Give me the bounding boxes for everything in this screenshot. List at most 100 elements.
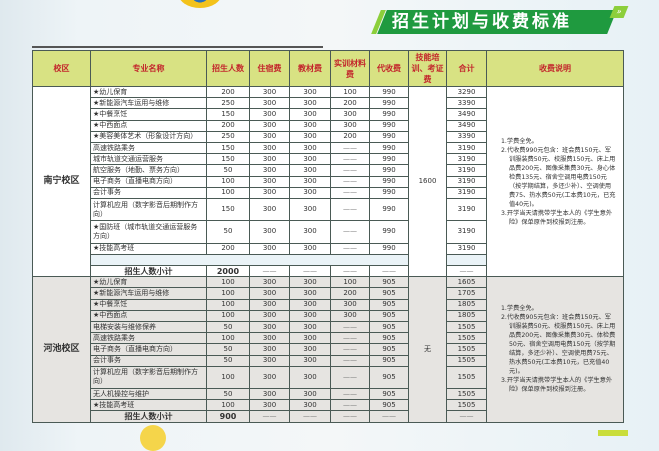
header-campus: 校区 bbox=[32, 50, 91, 87]
lodging-fee-cell: 300 bbox=[249, 108, 290, 121]
quota-cell: 100 bbox=[206, 298, 250, 311]
subtotal-row: 招生人数小计 2000 —— —— —— —— —— bbox=[33, 265, 624, 278]
major-name: ★国防班（城市轨道交通运营服务方向） bbox=[90, 220, 207, 244]
quota-cell: 50 bbox=[206, 320, 250, 334]
lodging-fee-cell: 300 bbox=[249, 85, 290, 99]
blank-cell bbox=[90, 253, 409, 267]
lodging-fee-cell: 300 bbox=[249, 298, 290, 311]
quota-cell: 100 bbox=[206, 186, 250, 199]
major-name: 城市轨道交通运营服务 bbox=[90, 153, 207, 166]
major-name: ★技能高考班 bbox=[90, 242, 207, 255]
quota-cell: 50 bbox=[206, 354, 250, 367]
table-row: 计算机应用（数字影音后期制作方向） 100 300 300 —— 905 1505 bbox=[33, 365, 624, 390]
fee-note: 1.学费全免。 bbox=[501, 305, 538, 313]
table-row: 电子商务（直播电商方向） 50 300 300 —— 905 1505 bbox=[33, 343, 624, 356]
total-cell: 3290 bbox=[446, 85, 487, 99]
quota-cell: 200 bbox=[206, 85, 250, 99]
major-name: ★中西面点 bbox=[90, 119, 207, 132]
fee-notes: 1.学费全免。 2.代收费990元包含：班会费150元、军训服装费50元、校服费1… bbox=[486, 85, 624, 278]
lodging-fee-cell: 300 bbox=[249, 332, 290, 345]
total-cell: 3190 bbox=[446, 186, 487, 199]
total-cell: 1505 bbox=[446, 332, 487, 345]
training-fee-cell: —— bbox=[330, 164, 370, 177]
subtotal-quota: 2000 bbox=[206, 265, 250, 278]
major-name: 电梯安装与维修保养 bbox=[90, 320, 207, 334]
training-fee-cell: 100 bbox=[330, 85, 370, 99]
total-cell: 1805 bbox=[446, 298, 487, 311]
books-fee-cell: 300 bbox=[289, 175, 331, 188]
books-fee-cell: 300 bbox=[289, 220, 331, 244]
lodging-fee-cell: 300 bbox=[249, 175, 290, 188]
major-name: ★中餐烹饪 bbox=[90, 298, 207, 311]
collected-fee-cell: 905 bbox=[369, 365, 409, 390]
training-fee-cell: —— bbox=[330, 332, 370, 345]
table-row: ★中餐烹饪 100 300 300 300 905 1805 bbox=[33, 298, 624, 311]
quota-cell: 150 bbox=[206, 153, 250, 166]
header-major: 专业名称 bbox=[90, 50, 207, 87]
major-name: ★幼儿保育 bbox=[90, 85, 207, 99]
collected-fee-cell: 905 bbox=[369, 332, 409, 345]
total-cell: 1505 bbox=[446, 343, 487, 356]
quota-cell: 100 bbox=[206, 399, 250, 412]
lodging-fee-cell: 300 bbox=[249, 309, 290, 322]
fee-notes: 1.学费全免。 2.代收费905元包含：班会费150元、军训服装费50元、校服费1… bbox=[486, 276, 624, 423]
books-fee-cell: 300 bbox=[289, 119, 331, 132]
collected-fee-cell: 990 bbox=[369, 153, 409, 166]
total-cell: 3190 bbox=[446, 175, 487, 188]
books-fee-cell: 300 bbox=[289, 332, 331, 345]
collected-fee-cell: 990 bbox=[369, 186, 409, 199]
header-collected: 代收费 bbox=[369, 50, 409, 87]
collected-fee-cell: 990 bbox=[369, 175, 409, 188]
skill-fee-cell: 无 bbox=[408, 276, 447, 423]
table-row: 无人机操控与维护 50 300 300 —— 905 1505 bbox=[33, 388, 624, 401]
quota-cell: 100 bbox=[206, 332, 250, 345]
training-fee-cell: —— bbox=[330, 186, 370, 199]
school-logo bbox=[178, 0, 222, 8]
books-fee-cell: 300 bbox=[289, 399, 331, 412]
lodging-fee-cell: 300 bbox=[249, 276, 290, 289]
collected-fee-cell: 905 bbox=[369, 309, 409, 322]
total-cell: 1805 bbox=[446, 309, 487, 322]
quota-cell: 200 bbox=[206, 119, 250, 132]
books-fee-cell: 300 bbox=[289, 320, 331, 334]
table-row: ★技能高考班 200 300 300 —— 990 3190 bbox=[33, 242, 624, 255]
lodging-fee-cell: 300 bbox=[249, 130, 290, 143]
books-fee-cell: 300 bbox=[289, 97, 331, 110]
table-row: 高速铁路乘务 150 300 300 —— 990 3190 bbox=[33, 141, 624, 155]
books-fee-cell: 300 bbox=[289, 242, 331, 255]
header-skill: 技能培训、考证费 bbox=[408, 50, 447, 87]
quota-cell: 100 bbox=[206, 365, 250, 390]
quota-cell: 200 bbox=[206, 242, 250, 255]
major-name: 电子商务（直播电商方向） bbox=[90, 175, 207, 188]
lodging-fee-cell: 300 bbox=[249, 197, 290, 222]
total-cell: 3390 bbox=[446, 97, 487, 110]
lodging-fee-cell: 300 bbox=[249, 141, 290, 155]
major-name: 航空服务（地勤、票务方向） bbox=[90, 164, 207, 177]
quota-cell: 100 bbox=[206, 276, 250, 289]
table-row: 电子商务（直播电商方向） 100 300 300 —— 990 3190 bbox=[33, 175, 624, 188]
total-cell: 1605 bbox=[446, 276, 487, 289]
collected-fee-cell: 990 bbox=[369, 242, 409, 255]
lodging-fee-cell: 300 bbox=[249, 97, 290, 110]
books-fee-cell: 300 bbox=[289, 153, 331, 166]
major-name: 无人机操控与维护 bbox=[90, 388, 207, 401]
quota-cell: 100 bbox=[206, 309, 250, 322]
lodging-fee-cell: 300 bbox=[249, 287, 290, 300]
major-name: ★美容美体艺术（形象设计方向） bbox=[90, 130, 207, 143]
fee-table: 校区 专业名称 招生人数 住宿费 教材费 实训材料费 代收费 技能培训、考证费 合计 收费说明 南… bbox=[32, 50, 624, 423]
collected-fee-cell: 905 bbox=[369, 276, 409, 289]
collected-fee-cell: 905 bbox=[369, 354, 409, 367]
training-fee-cell: —— bbox=[330, 141, 370, 155]
major-name: 计算机应用（数字影音后期制作方向） bbox=[90, 197, 207, 222]
books-fee-cell: 300 bbox=[289, 298, 331, 311]
training-fee-cell: —— bbox=[330, 388, 370, 401]
training-fee-cell: —— bbox=[330, 399, 370, 412]
major-name: 会计事务 bbox=[90, 354, 207, 367]
table-row: ★美容美体艺术（形象设计方向） 250 300 300 200 990 3390 bbox=[33, 130, 624, 143]
lodging-fee-cell: 300 bbox=[249, 343, 290, 356]
quota-cell: 100 bbox=[206, 287, 250, 300]
training-fee-cell: 100 bbox=[330, 276, 370, 289]
major-name: 计算机应用（数字影音后期制作方向） bbox=[90, 365, 207, 390]
training-fee-cell: —— bbox=[330, 175, 370, 188]
quota-cell: 150 bbox=[206, 141, 250, 155]
